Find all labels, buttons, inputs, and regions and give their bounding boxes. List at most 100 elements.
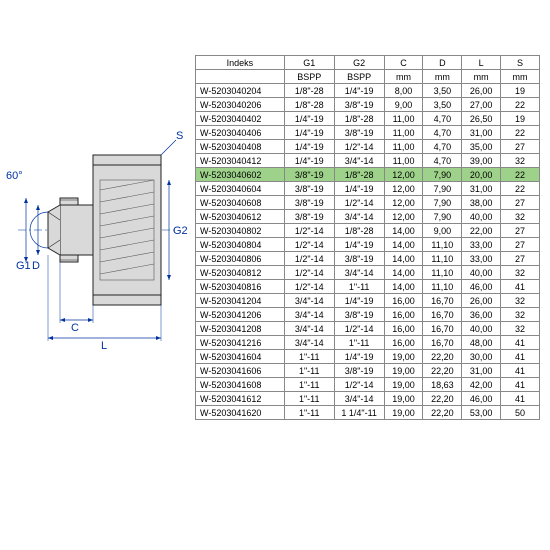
table-cell: 22,00 [462,224,501,238]
table-cell: 7,90 [423,182,462,196]
table-cell: 33,00 [462,238,501,252]
table-cell: 32 [501,294,540,308]
label-G2: G2 [173,225,188,237]
table-cell: 11,00 [384,126,423,140]
table-cell: 14,00 [384,280,423,294]
th-s: S [501,56,540,70]
table-cell: 11,00 [384,154,423,168]
table-cell: 19,00 [384,406,423,420]
table-cell: W-5203040402 [196,112,285,126]
table-cell: 30,00 [462,350,501,364]
table-row: W-52030416061"-113/8"-1919,0022,2031,004… [196,364,540,378]
table-cell: 19 [501,84,540,98]
table-cell: 1"-11 [284,406,334,420]
table-cell: 9,00 [423,224,462,238]
table-cell: 27 [501,196,540,210]
table-cell: 4,70 [423,126,462,140]
table-cell: 1/4"-19 [334,238,384,252]
table-cell: 1/2"-14 [284,238,334,252]
label-S: S [176,130,183,142]
table-cell: W-5203040812 [196,266,285,280]
table-cell: W-5203041612 [196,392,285,406]
th-d: D [423,56,462,70]
table-cell: 1"-11 [334,280,384,294]
table-cell: 38,00 [462,196,501,210]
table-cell: 1/4"-19 [334,84,384,98]
table-row: W-52030404121/4"-193/4"-1411,004,7039,00… [196,154,540,168]
label-D: D [32,260,40,272]
table-cell: W-5203040816 [196,280,285,294]
table-cell: 22 [501,182,540,196]
table-cell: 1"-11 [284,392,334,406]
table-cell: 19,00 [384,364,423,378]
table-cell: 3/8"-19 [284,210,334,224]
table-cell: W-5203041208 [196,322,285,336]
table-cell: 26,50 [462,112,501,126]
table-cell: 22,20 [423,350,462,364]
table-cell: 1/8"-28 [334,224,384,238]
table-cell: 1"-11 [334,336,384,350]
table-cell: 35,00 [462,140,501,154]
table-cell: 1/2"-14 [284,224,334,238]
table-cell: W-5203040604 [196,182,285,196]
table-cell: 7,90 [423,196,462,210]
table-cell: 19 [501,112,540,126]
unit-l: mm [462,70,501,84]
table-cell: 4,70 [423,112,462,126]
table-cell: 11,10 [423,280,462,294]
table-cell: 1/8"-28 [334,168,384,182]
table-cell: W-5203040602 [196,168,285,182]
table-cell: 26,00 [462,294,501,308]
table-row: W-52030404061/4"-193/8"-1911,004,7031,00… [196,126,540,140]
table-cell: W-5203041216 [196,336,285,350]
table-cell: 1/2"-14 [284,252,334,266]
table-cell: 3/8"-19 [334,126,384,140]
label-L: L [101,340,107,352]
table-cell: 46,00 [462,280,501,294]
table-cell: 1"-11 [284,350,334,364]
table-cell: 1/2"-14 [334,196,384,210]
table-cell: 3/8"-19 [334,252,384,266]
table-cell: 16,00 [384,336,423,350]
table-cell: 11,10 [423,238,462,252]
table-units-row: BSPP BSPP mm mm mm mm [196,70,540,84]
table-row: W-52030416081"-111/2"-1419,0018,6342,004… [196,378,540,392]
table-cell: 3/4"-14 [334,154,384,168]
table-cell: 3/4"-14 [334,392,384,406]
table-cell: 27 [501,238,540,252]
table-cell: 41 [501,378,540,392]
table-cell: 27,00 [462,98,501,112]
table-cell: 1"-11 [284,378,334,392]
table-row: W-52030402041/8"-281/4"-198,003,5026,001… [196,84,540,98]
table-cell: 16,70 [423,336,462,350]
th-l: L [462,56,501,70]
table-row: W-52030406043/8"-191/4"-1912,007,9031,00… [196,182,540,196]
table-cell: 39,00 [462,154,501,168]
table-cell: W-5203040412 [196,154,285,168]
table-cell: 31,00 [462,364,501,378]
table-cell: 40,00 [462,322,501,336]
table-cell: 22,20 [423,406,462,420]
table-cell: 3/4"-14 [334,210,384,224]
table-cell: W-5203041620 [196,406,285,420]
table-cell: 19,00 [384,392,423,406]
table-cell: 12,00 [384,182,423,196]
table-row: W-52030402061/8"-283/8"-199,003,5027,002… [196,98,540,112]
table-cell: 1/2"-14 [284,280,334,294]
table-cell: 36,00 [462,308,501,322]
th-c: C [384,56,423,70]
table-cell: 3/8"-19 [284,196,334,210]
table-cell: 41 [501,364,540,378]
table-cell: 48,00 [462,336,501,350]
table-row: W-52030404081/4"-191/2"-1411,004,7035,00… [196,140,540,154]
table-cell: 1/4"-19 [284,126,334,140]
table-cell: 1/2"-14 [334,378,384,392]
table-row: W-52030412163/4"-141"-1116,0016,7048,004… [196,336,540,350]
unit-g2: BSPP [334,70,384,84]
table-cell: 32 [501,266,540,280]
table-cell: 3/8"-19 [334,364,384,378]
table-cell: 1/2"-14 [334,140,384,154]
table-cell: W-5203040206 [196,98,285,112]
th-g2: G2 [334,56,384,70]
th-g1: G1 [284,56,334,70]
